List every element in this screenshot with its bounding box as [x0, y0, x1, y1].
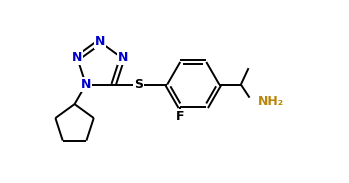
Text: F: F: [176, 110, 185, 123]
Text: N: N: [72, 51, 82, 64]
Text: N: N: [118, 51, 128, 64]
Text: N: N: [95, 35, 105, 48]
Text: N: N: [81, 78, 91, 91]
Text: S: S: [134, 78, 143, 91]
Text: NH₂: NH₂: [258, 95, 284, 108]
